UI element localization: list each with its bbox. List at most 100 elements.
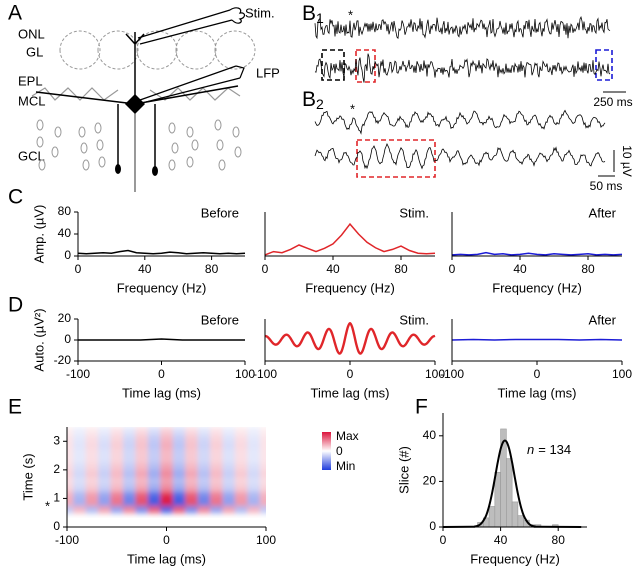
heatmap-cell [147, 462, 161, 471]
y-axis-label: Auto. (µV²) [31, 308, 46, 371]
x-axis-label: Time lag (ms) [311, 385, 390, 400]
asterisk: * [350, 101, 355, 116]
granule-outline [36, 119, 44, 131]
heatmap-cell [234, 477, 248, 485]
heatmap-cell [222, 469, 236, 478]
heatmap-cells [67, 427, 266, 514]
heatmap-cell [185, 491, 199, 499]
heatmap-cell [73, 491, 87, 499]
heatmap-cell [147, 498, 161, 507]
granule-outline [54, 126, 62, 138]
x-tick-label: 100 [235, 367, 255, 381]
lfp-label: LFP [256, 65, 280, 80]
heatmap-cell [122, 484, 136, 492]
x-tick-label: -100 [55, 533, 79, 547]
stim-electrode [137, 7, 246, 45]
heatmap-cell [160, 469, 174, 478]
heatmap-cell [234, 491, 248, 499]
granule-outline [171, 142, 179, 154]
annotation-text: = 134 [538, 442, 571, 457]
heatmap-cell [160, 441, 174, 449]
heatmap-cell [210, 505, 223, 514]
heatmap-cell [247, 484, 261, 492]
x-tick-label: 100 [256, 533, 276, 547]
x-tick-label: 80 [581, 262, 595, 276]
heatmap-cell [185, 448, 199, 457]
heatmap-cell [147, 441, 161, 449]
heatmap-cell [259, 477, 266, 485]
heatmap-cell [197, 455, 211, 464]
heatmap-cell [259, 434, 266, 442]
heatmap-cell [135, 427, 149, 435]
heatmap-cell [247, 434, 261, 442]
heatmap-cell [210, 441, 223, 449]
heatmap-cell [122, 448, 136, 457]
heatmap-cell [259, 441, 266, 449]
heatmap-cell [210, 469, 223, 478]
heatmap-cell [210, 462, 223, 471]
heatmap-cell [122, 455, 136, 464]
heatmap-cell [110, 505, 124, 514]
granule-outline [38, 159, 46, 171]
chart-title: Before [201, 205, 239, 220]
heatmap-cell [67, 498, 74, 507]
bar [488, 506, 496, 528]
heatmap-cell [247, 505, 261, 514]
heatmap-cell [135, 469, 149, 478]
heatmap-cell [85, 427, 99, 435]
heatmap-cell [85, 441, 99, 449]
heatmap-cell [147, 505, 161, 514]
x-tick-label: 80 [394, 262, 408, 276]
x-tick-label: 40 [138, 262, 152, 276]
heatmap-cell [122, 427, 136, 435]
y-tick-label: 1 [53, 491, 60, 505]
heatmap-cell [210, 434, 223, 442]
granule-outline [78, 126, 86, 138]
heatmap-cell [197, 441, 211, 449]
heatmap-cell [147, 434, 161, 442]
heatmap-cell [222, 484, 236, 492]
x-tick-label: 0 [534, 367, 541, 381]
heatmap-cell [222, 434, 236, 442]
x-tick-label: 0 [440, 533, 447, 547]
x-tick-label: 80 [205, 262, 219, 276]
heatmap-cell [234, 427, 248, 435]
heatmap-cell [98, 477, 112, 485]
heatmap-cell [73, 469, 87, 478]
heatmap-cell [259, 498, 266, 507]
heatmap-cell [197, 505, 211, 514]
heatmap-cell [135, 462, 149, 471]
chart-title: After [589, 312, 617, 327]
heatmap-cell [234, 498, 248, 507]
heatmap-cell [247, 498, 261, 507]
heatmap-cell [172, 427, 186, 435]
heatmap-cell [147, 469, 161, 478]
x-axis-label: Time lag (ms) [127, 551, 206, 566]
heatmap-cell [247, 448, 261, 457]
granule-outline [98, 156, 106, 168]
heatmap-cell [98, 498, 112, 507]
heatmap-cell [73, 448, 87, 457]
heatmap-cell [172, 462, 186, 471]
y-axis-label: Slice (#) [396, 446, 411, 494]
heatmap-cell [259, 462, 266, 471]
heatmap [67, 427, 266, 514]
granule-outline [168, 122, 176, 134]
heatmap-cell [172, 469, 186, 478]
x-tick-label: 40 [513, 262, 527, 276]
y-tick-label: 2 [53, 462, 60, 476]
heatmap-cell [67, 477, 74, 485]
line [77, 249, 246, 255]
heatmap-cell [98, 505, 112, 514]
panel-letter: E [8, 396, 22, 419]
panel-letter: F [415, 396, 428, 419]
granule-outline [232, 126, 240, 138]
heatmap-cell [160, 455, 174, 464]
heatmap-cell [110, 441, 124, 449]
heatmap-cell [85, 434, 99, 442]
granule-cell [152, 166, 158, 176]
granule-outline [186, 156, 194, 168]
y-tick-label: -20 [54, 353, 72, 367]
stim-label: Stim. [245, 5, 275, 20]
